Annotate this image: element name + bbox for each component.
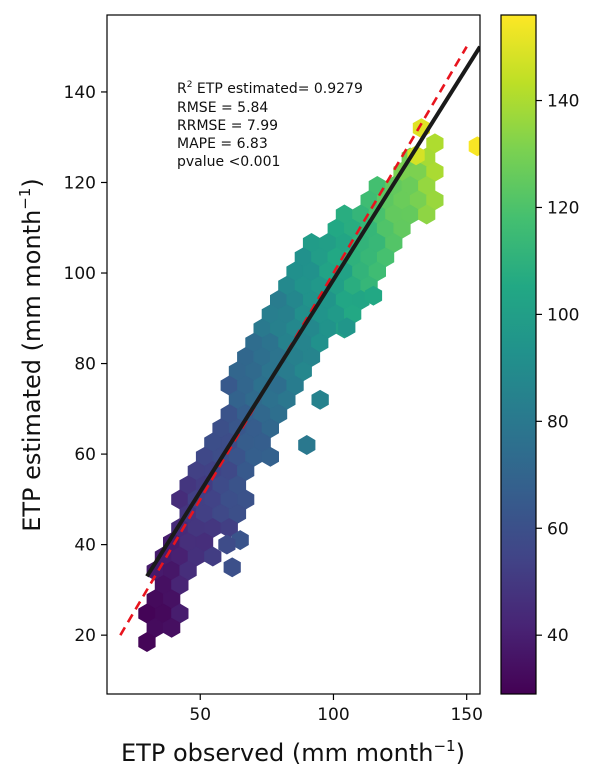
hexbin-cell <box>298 435 316 455</box>
x-tick-label: 50 <box>189 705 211 725</box>
stats-rmse: RMSE = 5.84 <box>177 100 268 116</box>
hexbin-cell <box>468 136 480 157</box>
colorbar-tick-label: 40 <box>547 626 569 646</box>
hexbin-cell <box>218 534 236 555</box>
stats-mape: MAPE = 6.83 <box>177 136 268 152</box>
hexbin-cells <box>138 118 480 652</box>
colorbar-tick-label: 100 <box>547 305 579 325</box>
colorbar-tick-label: 80 <box>547 412 569 432</box>
stats-annotation: R2 ETP estimated= 0.9279 RMSE = 5.84 RRM… <box>177 80 363 170</box>
colorbar-ticks: 40 60 80 100 120 140 <box>536 92 579 646</box>
hexbin-cell <box>418 204 436 225</box>
hexbin-cell <box>204 546 222 567</box>
stats-pvalue: pvalue <0.001 <box>177 154 280 170</box>
colorbar <box>500 14 537 695</box>
hexbin-cell <box>261 446 279 467</box>
hexbin-cell <box>163 617 181 638</box>
stats-r2: R2 ETP estimated= 0.9279 <box>177 80 363 97</box>
regression-line <box>145 45 480 578</box>
stats-rrmse: RRMSE = 7.99 <box>177 118 278 134</box>
x-axis-label: ETP observed (mm month−1) <box>121 737 465 767</box>
colorbar-tick-label: 140 <box>547 92 579 112</box>
hexbin-cell <box>223 557 241 578</box>
colorbar-tick-label: 60 <box>547 519 569 539</box>
y-tick-label: 100 <box>64 264 96 284</box>
hexbin-cell <box>311 389 329 410</box>
y-tick-label: 60 <box>74 445 96 465</box>
plot-frame <box>106 14 481 695</box>
colorbar-tick-label: 120 <box>547 198 579 218</box>
x-tick-label: 150 <box>450 705 482 725</box>
x-tick-label: 100 <box>317 705 349 725</box>
hexbin-cell <box>364 285 383 306</box>
x-axis-ticks: 50 100 150 <box>189 694 483 725</box>
identity-line <box>119 46 468 636</box>
y-tick-label: 20 <box>74 626 96 646</box>
hexbin-cell <box>338 317 356 338</box>
y-axis-ticks: 20 40 60 80 100 120 140 <box>64 83 107 646</box>
hexbin-cell <box>138 632 156 652</box>
y-tick-label: 40 <box>74 536 96 556</box>
y-tick-label: 120 <box>64 173 96 193</box>
y-tick-label: 80 <box>74 355 96 375</box>
y-tick-label: 140 <box>64 83 96 103</box>
y-axis-label: ETP estimated (mm month−1) <box>16 178 46 532</box>
